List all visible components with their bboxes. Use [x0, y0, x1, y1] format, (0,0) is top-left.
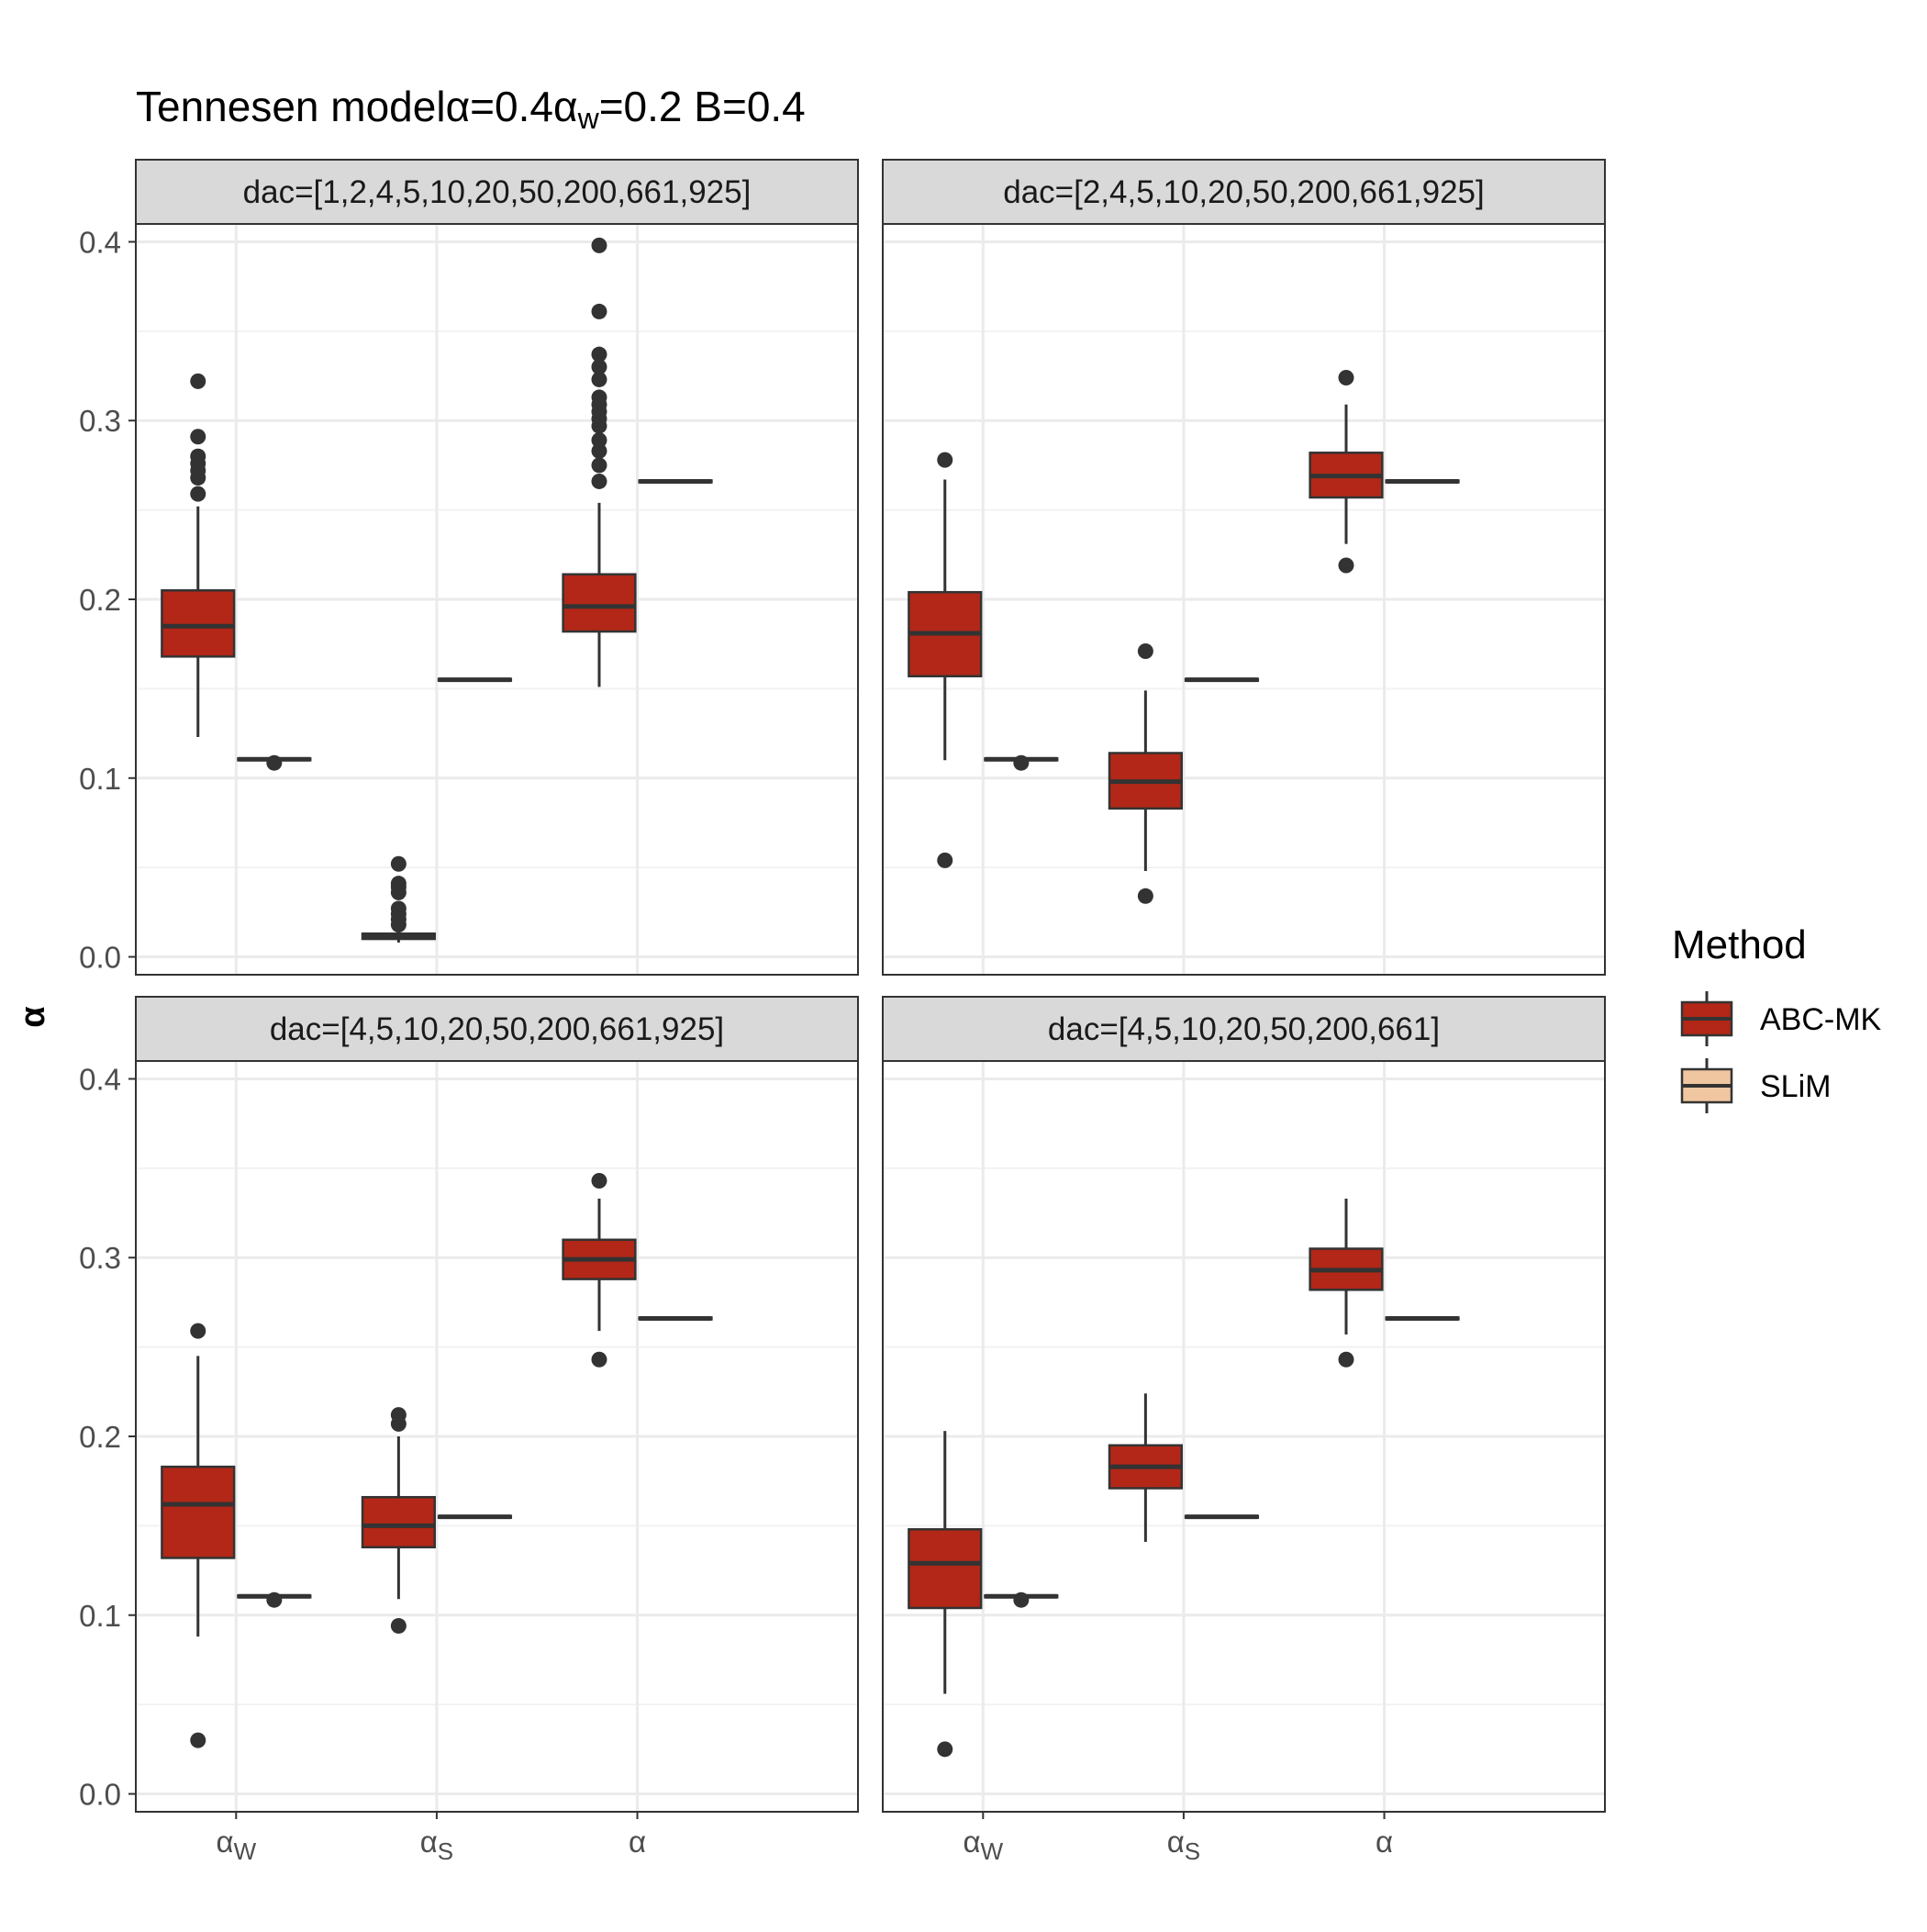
outlier-point — [591, 1351, 607, 1368]
box-body — [908, 1528, 983, 1610]
outlier-point — [591, 359, 607, 375]
y-tick-label: 0.2 — [79, 583, 121, 617]
outlier-point — [937, 452, 953, 468]
outlier-point — [190, 429, 206, 445]
facet-panel: dac=[4,5,10,20,50,200,661,925] 0.0 0.1 0.2 0… — [79, 996, 859, 1865]
facet-strip — [882, 996, 1606, 1062]
outlier-point — [591, 371, 607, 387]
y-tick-label: 0.0 — [79, 1778, 121, 1812]
facet-strip-label: dac=[4,5,10,20,50,200,661] — [1048, 1011, 1440, 1047]
y-tick-label: 0.3 — [79, 1241, 121, 1275]
facet-strip-label: dac=[1,2,4,5,10,20,50,200,661,925] — [243, 174, 752, 210]
outlier-point — [591, 442, 607, 459]
y-tick-label: 0.1 — [79, 762, 121, 796]
outlier-point — [591, 237, 607, 253]
outlier-point — [1137, 888, 1153, 904]
facet-panels: dac=[1,2,4,5,10,20,50,200,661,925] 0.0 0.1… — [79, 159, 1606, 1865]
chart-title-alpha: α=0.4 — [446, 83, 553, 130]
facet-panel: dac=[1,2,4,5,10,20,50,200,661,925] 0.0 0.1… — [79, 159, 859, 976]
y-tick-label: 0.0 — [79, 941, 121, 975]
outlier-point — [190, 486, 206, 502]
facet-strip — [135, 996, 859, 1062]
legend-entries: ABC-MK SLiM — [1680, 991, 1882, 1113]
outlier-point — [390, 855, 407, 872]
facet-strip — [882, 159, 1606, 225]
box-body — [361, 1495, 436, 1549]
legend-label: SLiM — [1760, 1069, 1831, 1104]
outlier-point — [1013, 754, 1030, 771]
outlier-point — [591, 1172, 607, 1189]
outlier-point — [390, 1617, 407, 1634]
x-tick-label: αS — [1167, 1825, 1200, 1865]
legend: Method ABC-MK SLiM — [1672, 922, 1882, 1113]
facet-panel: dac=[4,5,10,20,50,200,661] αW αS α — [882, 996, 1606, 1865]
box-body — [161, 589, 236, 658]
outlier-point — [591, 457, 607, 474]
outlier-point — [937, 1741, 953, 1758]
outlier-point — [390, 876, 407, 892]
chart-title-alpha-w-sub: w — [577, 102, 600, 135]
y-tick-label: 0.4 — [79, 225, 121, 259]
chart-title: Tennesen modelα=0.4αw=0.2 B=0.4 — [136, 83, 806, 135]
facet-strip-label: dac=[2,4,5,10,20,50,200,661,925] — [1003, 174, 1485, 210]
outlier-point — [1137, 642, 1153, 659]
x-tick-label: αS — [420, 1825, 453, 1865]
box-body — [562, 573, 637, 633]
x-tick-label: αW — [963, 1825, 1003, 1865]
box-body — [161, 1465, 236, 1559]
y-tick-label: 0.1 — [79, 1599, 121, 1633]
outlier-point — [1338, 369, 1354, 385]
outlier-point — [591, 346, 607, 363]
panel-border — [882, 1060, 1606, 1813]
outlier-point — [190, 448, 206, 464]
outlier-point — [937, 852, 953, 868]
legend-label: ABC-MK — [1760, 1002, 1882, 1037]
facet-strip-label: dac=[4,5,10,20,50,200,661,925] — [270, 1011, 724, 1047]
outlier-point — [266, 1591, 283, 1608]
outlier-point — [1338, 557, 1354, 574]
y-axis-title: α — [14, 1006, 52, 1027]
chart-title-main: Tennesen model — [136, 83, 446, 130]
outlier-point — [1338, 1351, 1354, 1368]
outlier-point — [390, 1407, 407, 1424]
outlier-point — [190, 373, 206, 389]
y-tick-label: 0.4 — [79, 1062, 121, 1096]
outlier-point — [190, 1323, 206, 1339]
x-tick-label: α — [629, 1825, 646, 1859]
facet-panel: dac=[2,4,5,10,20,50,200,661,925] — [882, 159, 1606, 976]
outlier-point — [591, 303, 607, 319]
outlier-point — [591, 473, 607, 489]
x-tick-label: α — [1376, 1825, 1393, 1859]
outlier-point — [1013, 1591, 1030, 1608]
y-tick-label: 0.2 — [79, 1420, 121, 1454]
outlier-point — [190, 1732, 206, 1748]
legend-title: Method — [1672, 922, 1807, 967]
outlier-point — [266, 754, 283, 771]
outlier-point — [591, 432, 607, 449]
outlier-point — [591, 389, 607, 406]
outlier-point — [390, 900, 407, 917]
facet-strip — [135, 159, 859, 225]
y-tick-label: 0.3 — [79, 404, 121, 438]
x-tick-label: αW — [216, 1825, 256, 1865]
panel-border — [882, 223, 1606, 976]
chart-title-alpha-w: α — [553, 83, 578, 130]
chart-title-rest: =0.2 B=0.4 — [599, 83, 806, 130]
